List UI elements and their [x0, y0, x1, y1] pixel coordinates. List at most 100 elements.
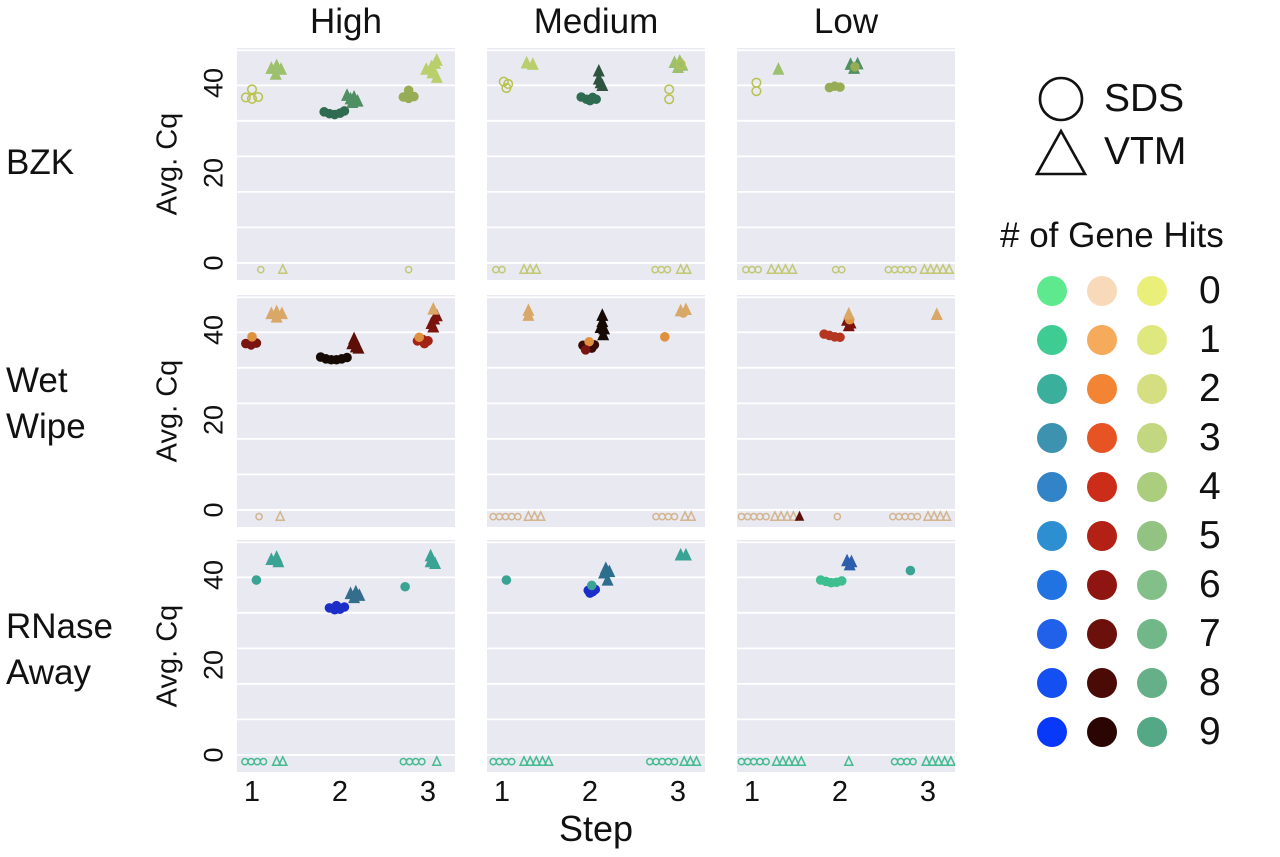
scatter-point — [675, 59, 686, 70]
scatter-point — [400, 581, 410, 592]
legend-item-sds: SDS — [1034, 72, 1186, 125]
scatter-point — [664, 94, 675, 105]
scatter-point — [685, 755, 696, 767]
gene-hits-value: 6 — [1199, 562, 1221, 606]
x-tick-label: 2 — [331, 776, 349, 808]
legend-item-vtm: VTM — [1034, 125, 1186, 178]
y-tick-label: 20 — [198, 649, 229, 681]
scatter-point — [601, 573, 614, 586]
gene-hits-value: 3 — [1199, 415, 1221, 459]
scatter-point — [939, 755, 950, 767]
scatter-point — [501, 82, 512, 94]
rnase-away-scale-swatch-icon — [1037, 422, 1067, 453]
scatter-point — [526, 57, 539, 70]
scatter-point — [339, 602, 350, 612]
scatter-point — [660, 332, 670, 342]
rnase-away-scale-swatch-icon — [1037, 373, 1067, 404]
bzk-scale-swatch-icon — [1137, 275, 1167, 306]
scatter-point — [943, 263, 955, 275]
scatter-point — [835, 82, 845, 92]
y-axis-label: Avg. Cq — [151, 112, 184, 216]
y-tick-label: 20 — [198, 404, 229, 436]
scatter-point — [675, 263, 686, 275]
scatter-point — [927, 755, 938, 767]
scatter-point — [772, 62, 785, 75]
gene-hits-value: 0 — [1199, 268, 1221, 312]
gene-hits-value: 4 — [1199, 464, 1221, 508]
scatter-point — [259, 757, 268, 766]
wet-wipe-scale-swatch-icon — [1087, 373, 1117, 404]
scatter-point — [256, 265, 265, 274]
scatter-point — [430, 308, 443, 322]
y-axis-label: Avg. Cq — [151, 359, 184, 463]
x-tick-label: 3 — [419, 776, 437, 808]
bzk-scale-swatch-icon — [1137, 569, 1167, 600]
wet-wipe-scale-swatch-icon — [1087, 471, 1117, 502]
y-tick-label: 20 — [198, 157, 229, 189]
scatter-point — [919, 263, 930, 275]
y-tick-label: 0 — [198, 502, 229, 518]
scatter-point — [403, 85, 414, 96]
gene-hits-row: 2 — [1037, 364, 1243, 413]
scatter-point — [274, 510, 286, 522]
scatter-point — [597, 327, 610, 341]
scatter-point — [414, 332, 424, 343]
scatter-point — [419, 338, 430, 349]
scatter-point — [796, 755, 807, 767]
rnase-away-scale-swatch-icon — [1037, 569, 1067, 600]
scatter-point — [941, 510, 952, 522]
scatter-point — [584, 336, 594, 347]
bzk-scale-swatch-icon — [1137, 324, 1167, 355]
scatter-point — [909, 265, 917, 274]
gene-hits-row: 8 — [1037, 658, 1243, 707]
scatter-point — [537, 755, 548, 767]
gene-hits-row: 4 — [1037, 462, 1243, 511]
legend-label-vtm: VTM — [1104, 129, 1187, 173]
scatter-point — [518, 263, 530, 275]
scatter-point — [431, 755, 442, 767]
scatter-point — [586, 580, 597, 591]
scatter-point — [342, 352, 352, 363]
scatter-point — [945, 755, 955, 767]
scatter-point — [678, 755, 690, 767]
scatter-point — [837, 265, 846, 274]
x-tick-label: 3 — [919, 776, 937, 808]
scatter-point — [787, 263, 798, 275]
scatter-point — [773, 263, 784, 275]
scatter-point — [833, 512, 842, 521]
panel-rnase-away-high — [237, 540, 455, 772]
scatter-point — [788, 510, 799, 522]
gene-hits-value: 8 — [1199, 660, 1221, 704]
gene-hits-value: 9 — [1199, 709, 1221, 753]
scatter-point — [762, 757, 770, 766]
scatter-point — [766, 263, 777, 275]
scatter-point — [277, 755, 288, 767]
scatter-point — [679, 547, 692, 561]
y-tick-label: 0 — [198, 747, 229, 763]
y-tick-label: 40 — [198, 560, 229, 591]
wet-wipe-scale-swatch-icon — [1087, 618, 1117, 649]
scatter-point — [518, 755, 530, 767]
gene-hits-row: 1 — [1037, 315, 1243, 364]
scatter-point — [775, 510, 787, 522]
scatter-point — [933, 755, 944, 767]
panel-wet-wipe-high — [237, 295, 455, 527]
scatter-point — [913, 512, 922, 521]
scatter-point — [417, 757, 426, 766]
column-header-low: Low — [813, 2, 879, 41]
x-axis-label: Step — [558, 808, 634, 849]
scatter-point — [780, 263, 791, 275]
scatter-point — [925, 263, 936, 275]
bzk-scale-swatch-icon — [1137, 667, 1167, 698]
x-tick-label: 1 — [243, 776, 261, 808]
panel-wet-wipe-low — [737, 295, 955, 527]
scatter-point — [769, 510, 781, 522]
scatter-point — [789, 755, 801, 767]
scatter-point — [251, 575, 262, 585]
row-header-wet-wipe: Wet Wipe — [6, 361, 86, 446]
scatter-point — [843, 557, 856, 571]
scatter-point — [255, 512, 263, 521]
scatter-point — [681, 263, 692, 275]
scatter-point — [591, 94, 601, 105]
marker-legend: SDS VTM — [1034, 72, 1186, 178]
